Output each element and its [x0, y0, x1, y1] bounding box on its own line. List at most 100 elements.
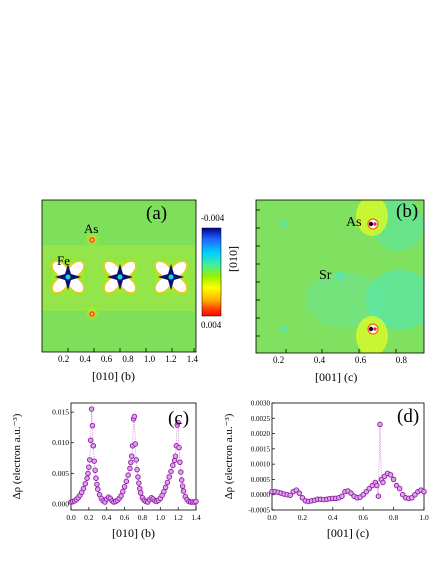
- tick-label: 0.8: [395, 355, 407, 365]
- data-point: [94, 481, 100, 488]
- data-point: [166, 474, 172, 480]
- x-tick-label: 1.0: [419, 513, 429, 522]
- tick-label: 1.2: [165, 354, 177, 364]
- data-point: [120, 488, 126, 495]
- tick-label: 1.0: [143, 354, 156, 364]
- y-tick-label: 0.000: [52, 499, 69, 508]
- data-point: [375, 493, 382, 499]
- y-tick-label: 0.010: [52, 438, 69, 447]
- y-tick-label: 0.0020: [251, 430, 271, 438]
- data-point: [179, 483, 186, 489]
- y-tick-label: 0.0005: [251, 476, 271, 484]
- panel-b-xticks: 0.2 0.4 0.6 0.8: [273, 355, 407, 365]
- plot-frame: [271, 402, 425, 511]
- data-point: [84, 475, 90, 481]
- data-point: [172, 453, 179, 459]
- data-point: [95, 486, 101, 492]
- data-point: [91, 458, 97, 464]
- data-point: [134, 466, 140, 473]
- data-point: [396, 485, 403, 492]
- panel-letter: (d): [397, 406, 419, 427]
- data-point: [90, 443, 97, 449]
- data-point: [377, 421, 383, 428]
- panel-b-ylabel: [010]: [226, 246, 240, 272]
- data-point: [390, 476, 397, 483]
- atom-label-as: As: [84, 221, 99, 236]
- data-point: [86, 457, 93, 463]
- y-tick-label: 0.015: [52, 408, 69, 417]
- x-tick-label: 0.8: [389, 513, 399, 522]
- atom-label-as-b: As: [346, 215, 362, 230]
- tick-label: 0.6: [100, 354, 113, 364]
- data-point: [193, 498, 199, 505]
- as-atom-top: [83, 230, 101, 248]
- panel-b-frame: [255, 199, 425, 354]
- data-point: [127, 465, 133, 472]
- data-point: [136, 485, 143, 492]
- data-point: [136, 480, 142, 486]
- tick-label: 0.2: [58, 354, 70, 364]
- x-tick-label: 0.2: [298, 513, 308, 522]
- colorbar-bottom-label: 0.004: [201, 320, 222, 330]
- x-tick-label: 0.0: [267, 513, 277, 522]
- tick-label: 0.2: [273, 355, 285, 365]
- chart-d: 0.0 0.2 0.4 0.6 0.8 1.0 -0.0005 0.0000 0.0005 0.0…: [223, 400, 429, 541]
- data-point: [421, 488, 427, 495]
- data-point: [380, 479, 386, 486]
- y-tick-label: 0.0030: [251, 400, 271, 408]
- data-point: [176, 444, 182, 451]
- y-tick-label: -0.0005: [248, 507, 270, 515]
- y-tick-label: 0.0025: [251, 415, 271, 423]
- data-point: [178, 469, 184, 475]
- tick-label: 0.6: [354, 355, 367, 365]
- data-point: [168, 468, 174, 475]
- data-point: [85, 470, 91, 477]
- y-tick-label: 0.0000: [251, 491, 271, 499]
- x-tick-label: 1.2: [173, 513, 183, 522]
- data-point: [287, 492, 293, 499]
- data-point: [132, 441, 139, 447]
- x-tick-label: 1.0: [156, 513, 166, 522]
- x-tick-label: 1.4: [191, 513, 201, 522]
- colorbar: [201, 227, 222, 317]
- fe-orbital: [0, 0, 31, 31]
- data-point: [162, 484, 169, 491]
- data-point: [128, 453, 135, 459]
- data-point: [80, 485, 87, 492]
- y-tick-label: 0.005: [52, 469, 69, 478]
- panel-b-density-map: [256, 200, 424, 353]
- data-point: [87, 437, 94, 444]
- atom-label-sr: Sr: [319, 268, 332, 283]
- y-axis-label: Δρ (electron a.u.⁻³): [11, 413, 23, 499]
- plot-frame: [70, 402, 197, 511]
- data-point: [387, 472, 394, 478]
- data-point: [175, 419, 181, 426]
- panel-a-frame: [41, 199, 197, 353]
- panel-a-xaxis: [67, 348, 195, 352]
- data-point: [125, 472, 131, 478]
- data-point: [171, 457, 178, 464]
- y-tick-label: 0.0015: [251, 445, 271, 453]
- data-point: [374, 482, 380, 489]
- panel-b-axis-ticks: [256, 209, 397, 353]
- data-point: [296, 490, 303, 496]
- tick-label: 0.8: [122, 354, 134, 364]
- tick-label: 1.4: [186, 354, 198, 364]
- chart-c: 0.0 0.2 0.4 0.6 0.8 1.0 1.2 1.4 0.000 0.005 0.010 0…: [11, 402, 201, 540]
- data-point: [339, 493, 345, 499]
- tick-label: 0.4: [313, 355, 326, 365]
- panel-letter: (c): [168, 408, 189, 429]
- x-tick-label: 0.0: [66, 513, 76, 522]
- x-tick-label: 0.6: [359, 513, 369, 522]
- data-point: [89, 422, 96, 429]
- panel-b-letter: (b): [396, 201, 419, 222]
- data-point: [177, 459, 183, 466]
- atom-label-fe: Fe: [57, 253, 70, 268]
- data-point: [135, 474, 141, 480]
- data-point: [82, 480, 89, 487]
- data-point: [121, 484, 128, 490]
- data-point: [170, 462, 176, 469]
- data-point: [128, 459, 134, 466]
- x-tick-label: 0.2: [84, 513, 94, 522]
- x-axis-label: [010] (b): [112, 526, 155, 540]
